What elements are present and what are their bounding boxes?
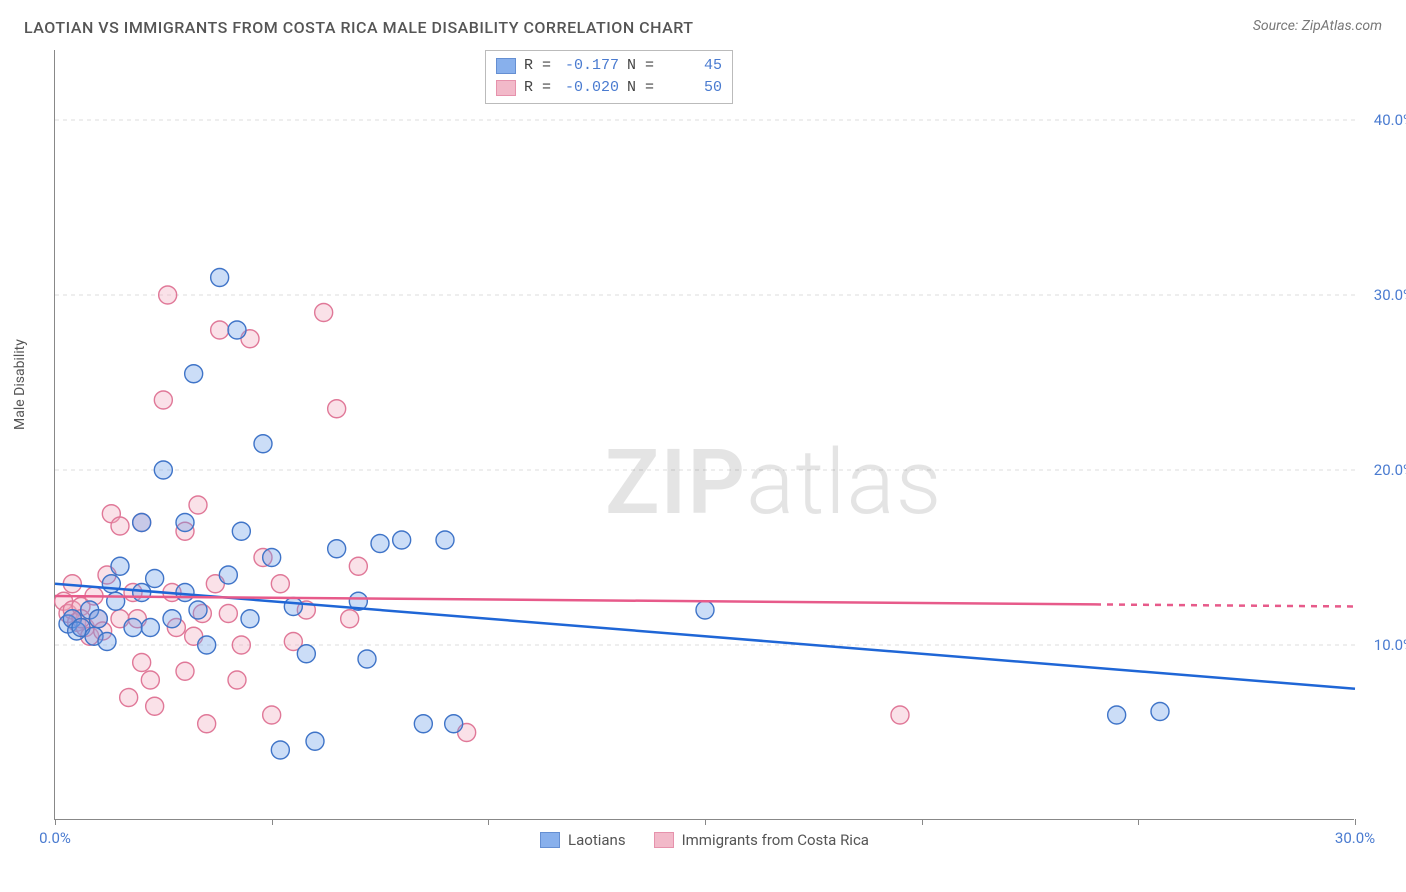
r-value-1: -0.020: [559, 77, 619, 99]
y-axis-label: Male Disability: [12, 339, 28, 430]
y-tick-label: 10.0%: [1359, 636, 1406, 654]
legend-label-1: Immigrants from Costa Rica: [682, 831, 869, 849]
correlation-row-1: R = -0.020 N = 50: [496, 77, 722, 99]
n-value-1: 50: [662, 77, 722, 99]
y-tick-label: 40.0%: [1359, 111, 1406, 129]
chart-title: LAOTIAN VS IMMIGRANTS FROM COSTA RICA MA…: [24, 18, 694, 37]
r-label: R =: [524, 77, 551, 99]
y-tick-label: 20.0%: [1359, 461, 1406, 479]
x-tick: [922, 819, 923, 825]
legend-item-0: Laotians: [540, 831, 626, 849]
x-tick: [272, 819, 273, 825]
correlation-legend-box: R = -0.177 N = 45 R = -0.020 N = 50: [485, 50, 733, 104]
n-label: N =: [627, 77, 654, 99]
swatch-icon: [496, 80, 516, 96]
legend-label-0: Laotians: [568, 831, 626, 849]
x-tick: [1138, 819, 1139, 825]
swatch-icon: [496, 58, 516, 74]
correlation-row-0: R = -0.177 N = 45: [496, 55, 722, 77]
x-tick-label: 30.0%: [1335, 829, 1375, 847]
legend-item-1: Immigrants from Costa Rica: [654, 831, 869, 849]
x-tick: [705, 819, 706, 825]
x-tick-label: 0.0%: [39, 829, 71, 847]
bottom-legend: Laotians Immigrants from Costa Rica: [55, 831, 1354, 849]
x-tick: [55, 819, 56, 825]
plot-area: R = -0.177 N = 45 R = -0.020 N = 50 ZIPa…: [54, 50, 1354, 820]
r-value-0: -0.177: [559, 55, 619, 77]
n-label: N =: [627, 55, 654, 77]
scatter-svg: [55, 50, 1354, 819]
n-value-0: 45: [662, 55, 722, 77]
x-tick: [1355, 819, 1356, 825]
r-label: R =: [524, 55, 551, 77]
swatch-icon: [654, 832, 674, 848]
y-tick-label: 30.0%: [1359, 286, 1406, 304]
x-tick: [488, 819, 489, 825]
source-attribution: Source: ZipAtlas.com: [1253, 18, 1382, 34]
swatch-icon: [540, 832, 560, 848]
